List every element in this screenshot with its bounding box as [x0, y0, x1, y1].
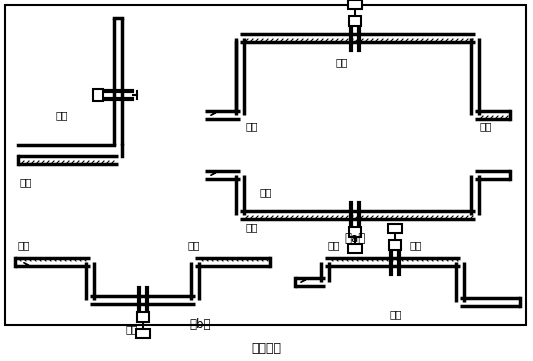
Text: 气泡: 气泡	[17, 240, 29, 250]
Text: 气泡: 气泡	[327, 240, 340, 250]
Text: 错误: 错误	[390, 309, 402, 319]
Text: （b）: （b）	[189, 318, 211, 331]
Bar	[348, 0, 362, 9]
Text: （a）: （a）	[344, 232, 366, 245]
Bar	[137, 312, 149, 322]
Text: 液体: 液体	[245, 121, 257, 131]
Text: 气泡: 气泡	[410, 240, 423, 250]
Bar	[136, 329, 150, 338]
Text: 图（四）: 图（四）	[251, 342, 281, 355]
Bar	[5, 5, 526, 325]
Bar	[348, 244, 362, 253]
Bar	[349, 16, 361, 26]
Bar	[388, 224, 402, 233]
Text: 液体: 液体	[245, 222, 257, 232]
Bar	[389, 240, 401, 250]
Text: 气泡: 气泡	[187, 240, 199, 250]
Bar	[93, 89, 103, 101]
Text: 正确: 正确	[335, 57, 348, 67]
Text: 液体: 液体	[480, 121, 492, 131]
Bar	[349, 227, 361, 237]
Text: 正确: 正确	[125, 324, 138, 334]
Text: 正确: 正确	[55, 110, 68, 120]
Text: 错误: 错误	[260, 187, 272, 197]
Text: 液体: 液体	[20, 177, 33, 187]
